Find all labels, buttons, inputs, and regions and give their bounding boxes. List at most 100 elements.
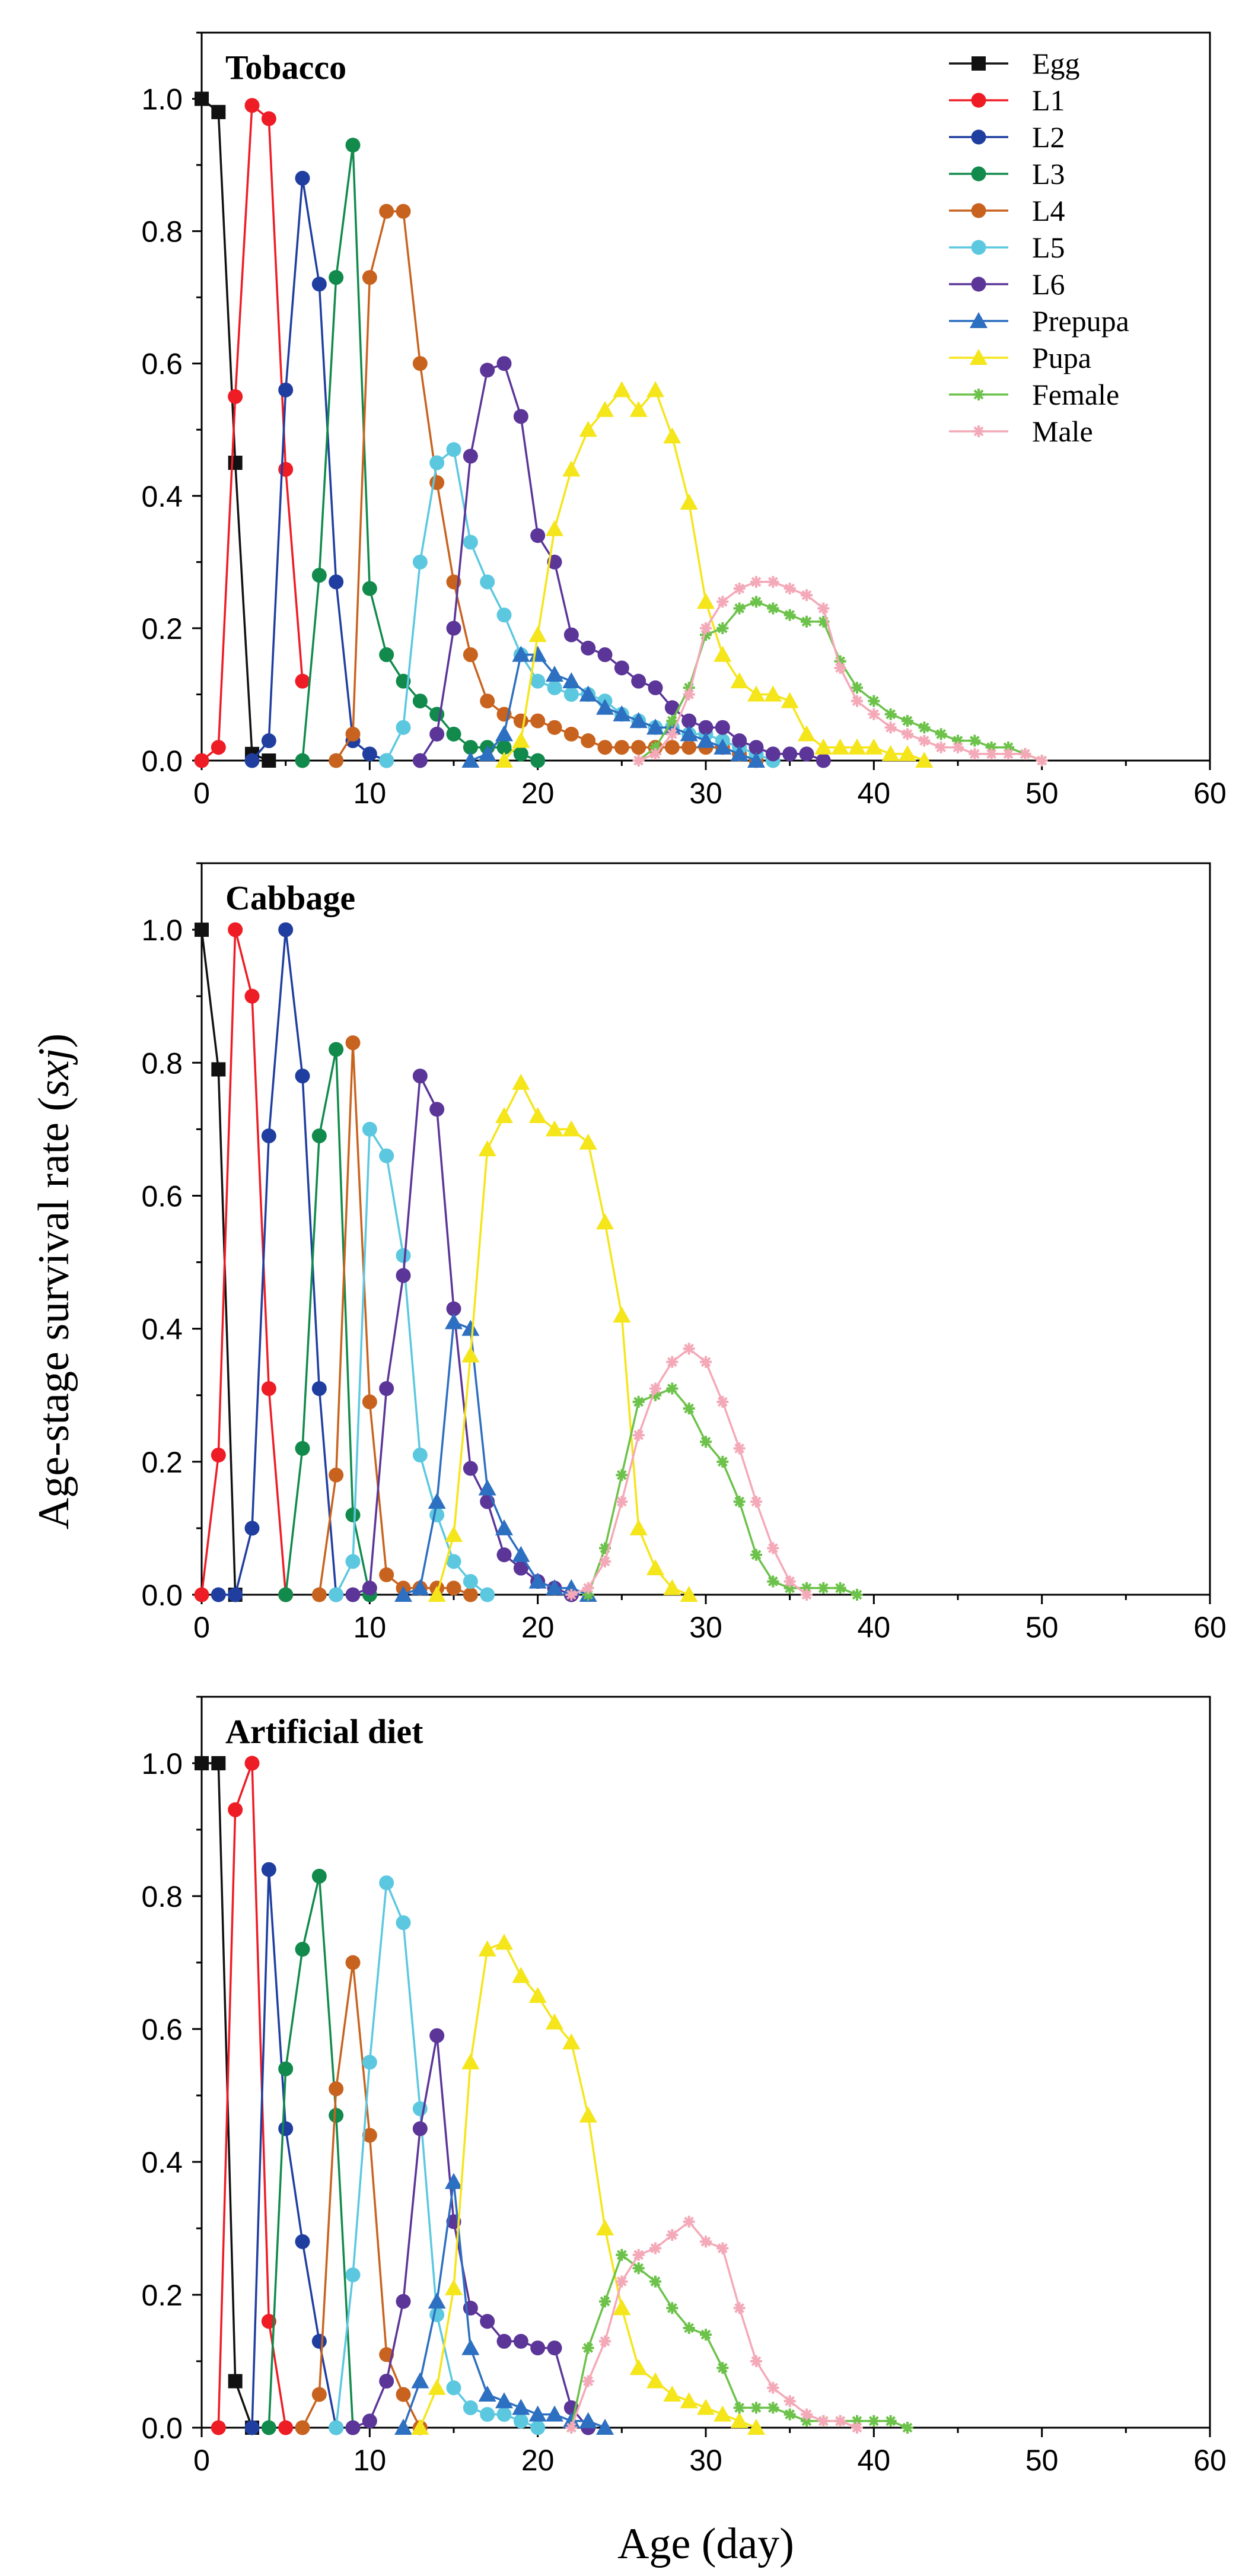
series-male: [565, 2215, 863, 2434]
x-tick-label: 30: [689, 777, 722, 810]
data-point-pupa: [646, 2372, 664, 2389]
data-point-female: [884, 2415, 897, 2427]
data-point-l4: [396, 2387, 411, 2402]
data-point-male: [716, 596, 729, 608]
data-point-l5: [329, 2420, 344, 2435]
data-point-prepupa: [546, 1579, 563, 1595]
data-point-l5: [463, 535, 478, 550]
data-point-l5: [480, 1587, 495, 1602]
series-l1: [194, 922, 294, 1602]
data-point-l6: [396, 1268, 411, 1283]
x-tick-label: 50: [1025, 2444, 1059, 2477]
series-male: [632, 575, 1048, 767]
data-point-l6: [681, 713, 697, 729]
data-point-pupa: [512, 732, 530, 748]
data-point-male: [616, 1496, 628, 1508]
data-point-l4: [396, 203, 411, 219]
panel-title: Tobacco: [225, 48, 346, 87]
data-point-pupa: [478, 1140, 496, 1156]
data-point-l4: [362, 270, 377, 285]
series-prepupa: [461, 645, 765, 768]
data-point-l3: [329, 2108, 344, 2123]
data-point-female: [616, 2249, 628, 2261]
data-point-l6: [396, 2294, 411, 2309]
data-point-pupa: [747, 685, 765, 702]
data-point-male: [868, 708, 880, 720]
legend-item-l6: L6: [949, 268, 1065, 301]
legend-marker-l1: [971, 93, 986, 108]
data-point-pupa: [528, 626, 547, 643]
data-point-l2: [228, 1587, 243, 1602]
data-point-l3: [412, 694, 428, 709]
data-point-l4: [681, 740, 697, 755]
data-point-l6: [463, 449, 478, 464]
data-point-l4: [597, 740, 613, 755]
data-point-l5: [496, 608, 512, 623]
data-point-l6: [379, 1381, 394, 1397]
data-point-male: [565, 2422, 578, 2434]
data-point-male: [851, 2422, 863, 2434]
data-point-pupa: [613, 1306, 631, 1323]
data-point-female: [902, 2422, 913, 2434]
data-point-pupa: [629, 2359, 648, 2375]
data-point-prepupa: [714, 738, 732, 755]
data-point-pupa: [831, 738, 849, 755]
series-l6: [345, 2028, 596, 2435]
legend-label: Male: [1032, 415, 1093, 448]
data-point-pupa: [714, 2405, 732, 2422]
data-point-l1: [261, 1381, 276, 1397]
data-point-pupa: [646, 381, 664, 397]
x-tick-label: 0: [193, 777, 210, 810]
data-point-male: [700, 2235, 712, 2248]
series-line-l1: [217, 1762, 287, 2428]
legend-item-male: Male: [949, 415, 1093, 448]
data-point-pupa: [629, 1519, 648, 1535]
data-point-l5: [530, 673, 546, 689]
data-point-female: [733, 602, 746, 615]
data-point-male: [834, 662, 846, 674]
data-point-l2: [311, 2333, 327, 2349]
series-pupa: [495, 381, 934, 768]
legend-label: Egg: [1032, 47, 1080, 80]
data-point-l6: [496, 1547, 512, 1563]
legend-item-l4: L4: [949, 194, 1065, 227]
data-point-male: [666, 728, 679, 740]
data-point-l3: [311, 1868, 327, 1884]
data-point-l1: [244, 988, 260, 1004]
data-point-prepupa: [546, 2405, 563, 2422]
data-point-l5: [345, 1554, 361, 1569]
data-point-l3: [295, 753, 310, 768]
data-point-l4: [362, 1394, 377, 1410]
x-tick-label: 60: [1193, 777, 1227, 810]
data-point-l1: [244, 98, 260, 113]
data-point-female: [666, 1382, 679, 1395]
legend-marker-female: [973, 389, 985, 400]
data-point-l4: [614, 740, 629, 755]
series-line-pupa: [436, 1082, 690, 1596]
data-point-l2: [362, 746, 377, 762]
series-l2: [244, 1862, 344, 2435]
data-point-female: [700, 629, 712, 641]
series-line-l1: [200, 928, 287, 1595]
data-point-l1: [228, 1802, 243, 1817]
data-point-l2: [244, 2420, 260, 2435]
data-point-female: [801, 2415, 813, 2427]
data-point-male: [783, 1575, 796, 1588]
data-point-l4: [379, 2347, 394, 2362]
data-point-l6: [799, 746, 814, 762]
y-tick-label: 0.8: [141, 1047, 183, 1080]
data-point-l3: [295, 1942, 310, 1957]
data-point-female: [1002, 741, 1014, 753]
data-point-pupa: [461, 1346, 480, 1363]
data-point-male: [783, 2395, 796, 2408]
data-point-male: [783, 582, 796, 594]
series-male: [565, 1343, 813, 1601]
legend-marker-l4: [971, 203, 986, 218]
data-point-l6: [412, 1068, 428, 1084]
data-point-male: [649, 748, 661, 760]
data-point-female: [851, 1589, 863, 1601]
data-point-pupa: [865, 738, 883, 755]
data-point-female: [750, 596, 762, 608]
data-point-pupa: [495, 1933, 513, 1950]
data-point-male: [767, 575, 779, 588]
